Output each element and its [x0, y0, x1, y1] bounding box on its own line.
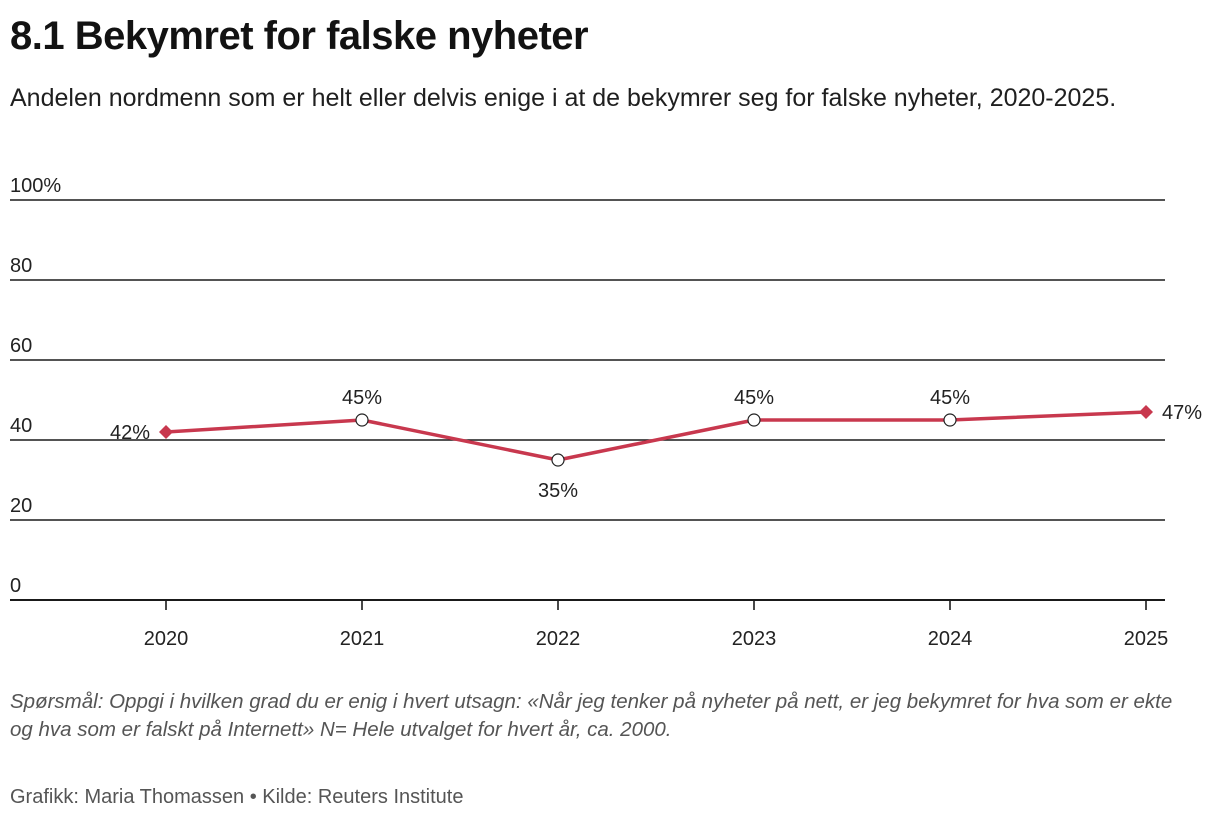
grid-lines	[10, 199, 1165, 601]
data-point	[551, 453, 565, 467]
data-label: 47%	[1162, 402, 1202, 424]
y-tick-label: 80	[10, 255, 32, 277]
y-tick-label: 60	[10, 335, 32, 357]
x-axis-ticks: 2020 2021 2022 2023 2024 2025	[144, 600, 1169, 650]
data-label: 45%	[734, 387, 774, 409]
x-tick-label: 2022	[536, 628, 581, 650]
line-chart: 0 20 40 60 80 100% 2020 2021 2022 2023 2024 2025 4…	[10, 175, 1202, 650]
data-point	[355, 413, 369, 427]
x-tick-label: 2020	[144, 628, 189, 650]
chart-title: 8.1 Bekymret for falske nyheter	[10, 14, 589, 58]
credit-line: Grafikk: Maria Thomassen • Kilde: Reuter…	[10, 786, 464, 808]
y-tick-label: 0	[10, 575, 21, 597]
question-note: Spørsmål: Oppgi i hvilken grad du er eni…	[10, 690, 1173, 741]
x-tick-label: 2025	[1124, 628, 1169, 650]
data-point-diamond	[1139, 405, 1153, 419]
y-axis-ticks: 0 20 40 60 80 100%	[10, 175, 61, 597]
data-point	[747, 413, 761, 427]
data-point-diamond	[159, 425, 173, 439]
series-line	[164, 410, 1148, 462]
x-tick-label: 2021	[340, 628, 385, 650]
y-tick-label: 40	[10, 415, 32, 437]
data-label: 45%	[930, 387, 970, 409]
data-label: 45%	[342, 387, 382, 409]
chart-subtitle: Andelen nordmenn som er helt eller delvi…	[10, 84, 1117, 112]
data-labels: 42% 45% 35% 45% 45% 47%	[110, 387, 1202, 502]
data-point	[943, 413, 957, 427]
x-tick-label: 2024	[928, 628, 973, 650]
data-label: 35%	[538, 480, 578, 502]
y-tick-label: 20	[10, 495, 32, 517]
data-label: 42%	[110, 422, 150, 444]
data-series	[159, 405, 1153, 467]
y-tick-label: 100%	[10, 175, 61, 197]
x-tick-label: 2023	[732, 628, 777, 650]
